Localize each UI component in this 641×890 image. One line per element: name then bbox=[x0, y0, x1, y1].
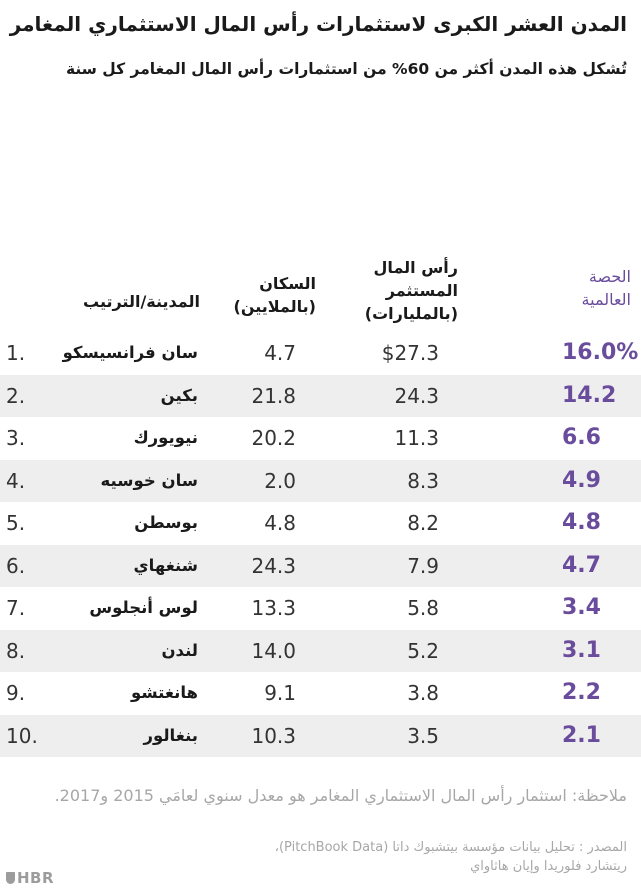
cell-rank: 4. bbox=[6, 468, 26, 493]
cell-rank: 9. bbox=[6, 681, 26, 705]
cell-city: سان فرانسيسكو bbox=[62, 343, 198, 362]
table-row: 4.7 7.9 24.3 شنغهاي 6. bbox=[0, 544, 641, 587]
footnote: ملاحظة: استثمار رأس المال الاستثماري الم… bbox=[54, 786, 627, 805]
shield-icon bbox=[6, 872, 15, 884]
cell-city: شنغهاي bbox=[133, 555, 199, 575]
cell-global-share: 4.8 bbox=[562, 510, 601, 535]
header-population-line1: السكان bbox=[259, 274, 316, 293]
cell-population: 10.3 bbox=[251, 723, 296, 748]
cell-rank: 5. bbox=[6, 511, 26, 535]
cell-population: 4.8 bbox=[264, 511, 296, 535]
header-vc-invested: رأس المال المستثمر (بالمليارات) bbox=[365, 256, 458, 325]
table-row: 16.0% $27.3 4.7 سان فرانسيسكو 1. bbox=[0, 332, 641, 375]
cell-vc-invested: 5.2 bbox=[407, 638, 439, 663]
cell-vc-invested: 11.3 bbox=[394, 426, 439, 450]
cell-vc-invested: 8.3 bbox=[407, 468, 439, 493]
header-vc-line2: المستثمر bbox=[385, 281, 458, 300]
cell-rank: 1. bbox=[6, 341, 26, 365]
source-credit: المصدر : تحليل بيانات مؤسسة بيتشبوك داتا… bbox=[10, 838, 627, 876]
cell-city: لندن bbox=[161, 640, 198, 660]
hbr-logo: HBR bbox=[6, 869, 54, 887]
table-row: 6.6 11.3 20.2 نيويورك 3. bbox=[0, 417, 641, 460]
cell-vc-invested: 24.3 bbox=[394, 383, 439, 408]
cell-population: 24.3 bbox=[251, 553, 296, 578]
cell-vc-invested: 3.5 bbox=[407, 723, 439, 748]
data-table: 16.0% $27.3 4.7 سان فرانسيسكو 1. 14.2 24.3 21.8… bbox=[0, 332, 641, 757]
header-vc-line3: (بالمليارات) bbox=[364, 304, 458, 323]
table-row: 3.4 5.8 13.3 لوس أنجلوس 7. bbox=[0, 587, 641, 630]
cell-population: 14.0 bbox=[251, 638, 296, 663]
cell-city: هانغتشو bbox=[130, 683, 198, 702]
cell-rank: 3. bbox=[6, 426, 26, 450]
chart-subtitle: تُشكل هذه المدن أكثر من 60% من استثمارات… bbox=[65, 60, 627, 78]
table-row: 14.2 24.3 21.8 بكين 2. bbox=[0, 374, 641, 417]
table-row: 3.1 5.2 14.0 لندن 8. bbox=[0, 629, 641, 672]
table-row: 4.9 8.3 2.0 سان خوسيه 4. bbox=[0, 459, 641, 502]
cell-vc-invested: $27.3 bbox=[381, 341, 439, 365]
cell-vc-invested: 8.2 bbox=[407, 511, 439, 535]
cell-global-share: 14.2 bbox=[562, 382, 617, 408]
cell-global-share: 4.9 bbox=[562, 467, 601, 493]
cell-vc-invested: 3.8 bbox=[407, 681, 439, 705]
header-population: السكان (بالملايين) bbox=[234, 272, 316, 318]
header-city-rank: المدينة/الترتيب bbox=[83, 292, 200, 311]
cell-global-share: 4.7 bbox=[562, 552, 601, 578]
table-row: 2.1 3.5 10.3 بنغالور 10. bbox=[0, 714, 641, 757]
cell-rank: 8. bbox=[6, 638, 26, 663]
cell-vc-invested: 7.9 bbox=[407, 553, 439, 578]
cell-rank: 6. bbox=[6, 553, 26, 578]
header-share-line1: الحصة bbox=[588, 267, 631, 286]
source-line2: ريتشارد فلوريدا وإيان هاثاواي bbox=[470, 859, 627, 874]
chart-title: المدن العشر الكبرى لاستثمارات رأس المال … bbox=[9, 12, 627, 36]
header-vc-line1: رأس المال bbox=[373, 258, 458, 277]
cell-global-share: 2.2 bbox=[562, 680, 601, 705]
table-row: 2.2 3.8 9.1 هانغتشو 9. bbox=[0, 672, 641, 715]
cell-population: 21.8 bbox=[251, 383, 296, 408]
cell-population: 9.1 bbox=[264, 681, 296, 705]
cell-city: بوسطن bbox=[134, 513, 198, 532]
cell-city: لوس أنجلوس bbox=[89, 598, 198, 617]
cell-rank: 7. bbox=[6, 596, 26, 620]
cell-population: 20.2 bbox=[251, 426, 296, 450]
header-share-line2: العالمية bbox=[581, 290, 631, 309]
cell-city: نيويورك bbox=[133, 428, 198, 447]
cell-rank: 2. bbox=[6, 383, 26, 408]
header-population-line2: (بالملايين) bbox=[233, 297, 316, 316]
cell-global-share: 2.1 bbox=[562, 722, 601, 748]
cell-rank: 10. bbox=[6, 723, 38, 748]
cell-global-share: 16.0% bbox=[562, 340, 639, 365]
cell-vc-invested: 5.8 bbox=[407, 596, 439, 620]
cell-city: سان خوسيه bbox=[100, 470, 198, 490]
cell-population: 4.7 bbox=[264, 341, 296, 365]
hbr-logo-text: HBR bbox=[17, 869, 55, 887]
cell-city: بنغالور bbox=[143, 725, 198, 745]
cell-global-share: 3.4 bbox=[562, 595, 601, 620]
source-line1: المصدر : تحليل بيانات مؤسسة بيتشبوك داتا… bbox=[274, 840, 627, 855]
cell-global-share: 3.1 bbox=[562, 637, 601, 663]
cell-city: بكين bbox=[160, 385, 198, 405]
cell-population: 2.0 bbox=[264, 468, 296, 493]
cell-population: 13.3 bbox=[251, 596, 296, 620]
cell-global-share: 6.6 bbox=[562, 425, 601, 450]
table-row: 4.8 8.2 4.8 بوسطن 5. bbox=[0, 502, 641, 545]
header-global-share: الحصة العالمية bbox=[582, 265, 631, 311]
